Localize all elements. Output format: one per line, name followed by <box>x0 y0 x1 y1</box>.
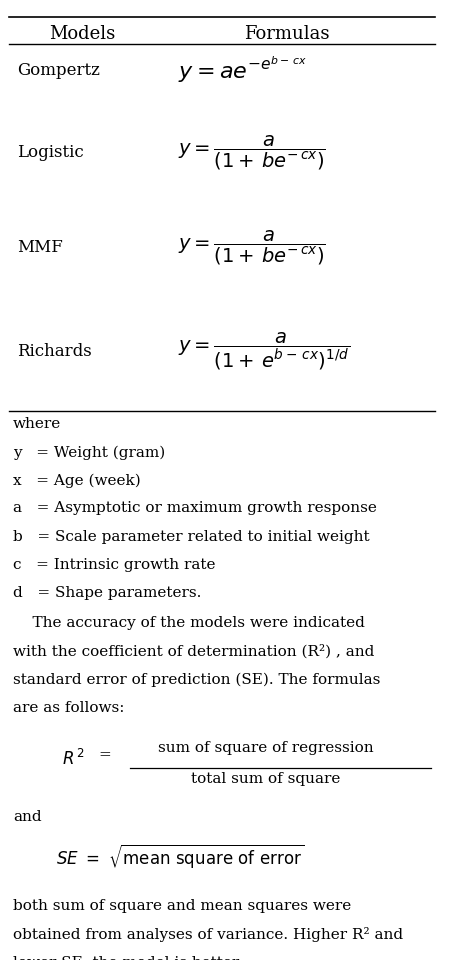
Text: $y=\dfrac{a}{\left(1+\,be^{-\,cx}\right)}$: $y=\dfrac{a}{\left(1+\,be^{-\,cx}\right)… <box>178 133 326 172</box>
Text: Models: Models <box>49 25 116 43</box>
Text: Gompertz: Gompertz <box>17 61 100 79</box>
Text: both sum of square and mean squares were: both sum of square and mean squares were <box>13 899 351 913</box>
Text: a   = Asymptotic or maximum growth response: a = Asymptotic or maximum growth respons… <box>13 501 377 516</box>
Text: lower SE, the model is better.: lower SE, the model is better. <box>13 955 242 960</box>
Text: Richards: Richards <box>17 343 92 360</box>
Text: standard error of prediction (SE). The formulas: standard error of prediction (SE). The f… <box>13 672 380 686</box>
Text: $y = ae^{-e^{b-\,cx}}$: $y = ae^{-e^{b-\,cx}}$ <box>178 55 308 85</box>
Text: Logistic: Logistic <box>17 144 84 161</box>
Text: $y=\dfrac{a}{\left(1+\,be^{-\,cx}\right)}$: $y=\dfrac{a}{\left(1+\,be^{-\,cx}\right)… <box>178 228 326 267</box>
Text: with the coefficient of determination (R²) , and: with the coefficient of determination (R… <box>13 644 374 659</box>
Text: d   = Shape parameters.: d = Shape parameters. <box>13 586 201 600</box>
Text: $y=\dfrac{a}{\left(1+\,e^{b-\,cx}\right)^{1/d}}$: $y=\dfrac{a}{\left(1+\,e^{b-\,cx}\right)… <box>178 330 350 372</box>
Text: obtained from analyses of variance. Higher R² and: obtained from analyses of variance. High… <box>13 926 403 942</box>
Text: where: where <box>13 418 61 431</box>
Text: Formulas: Formulas <box>245 25 330 43</box>
Text: b   = Scale parameter related to initial weight: b = Scale parameter related to initial w… <box>13 530 370 543</box>
Text: =: = <box>98 749 111 762</box>
Text: sum of square of regression: sum of square of regression <box>158 741 374 755</box>
Text: The accuracy of the models were indicated: The accuracy of the models were indicate… <box>13 616 365 631</box>
Text: $SE\ =\ \sqrt{\mathrm{mean\ square\ of\ error}}$: $SE\ =\ \sqrt{\mathrm{mean\ square\ of\ … <box>56 843 305 871</box>
Text: x   = Age (week): x = Age (week) <box>13 473 141 488</box>
Text: c   = Intrinsic growth rate: c = Intrinsic growth rate <box>13 558 215 571</box>
Text: total sum of square: total sum of square <box>191 772 340 785</box>
Text: MMF: MMF <box>17 239 63 256</box>
Text: y   = Weight (gram): y = Weight (gram) <box>13 445 165 460</box>
Text: are as follows:: are as follows: <box>13 701 124 714</box>
Text: $R^{\,2}$: $R^{\,2}$ <box>63 749 85 769</box>
Text: and: and <box>13 809 42 824</box>
